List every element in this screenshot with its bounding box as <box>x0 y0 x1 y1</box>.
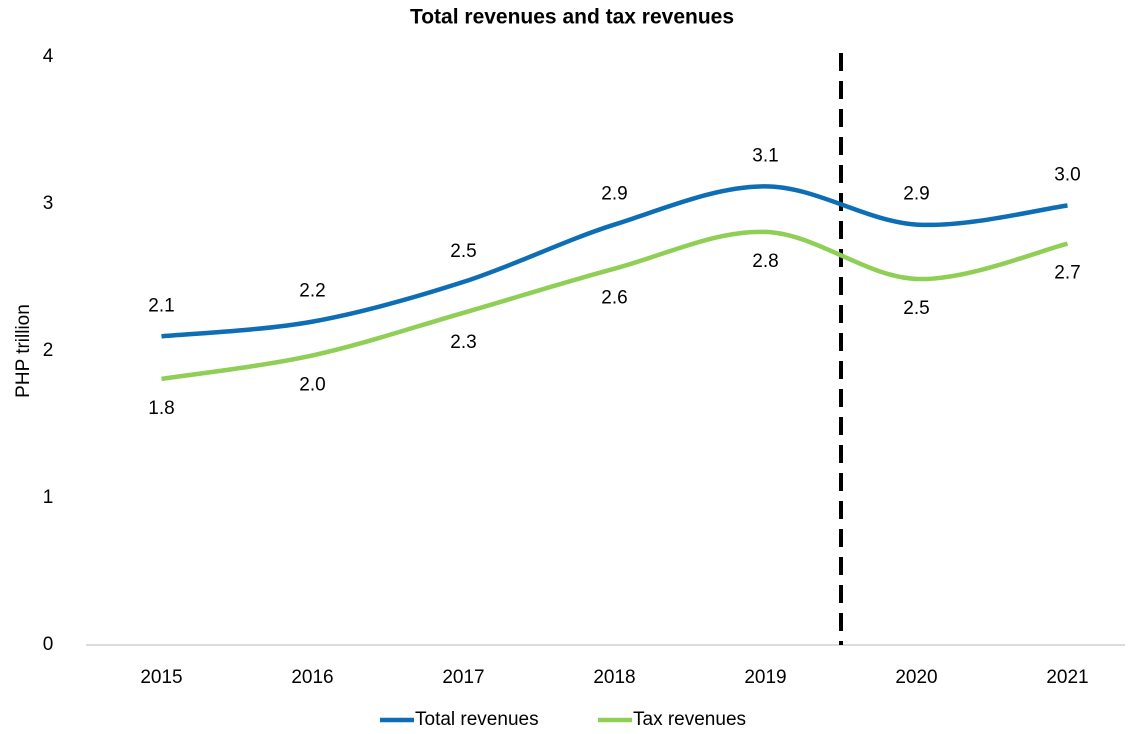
x-tick-label: 2020 <box>895 667 937 688</box>
data-label: 1.8 <box>148 398 174 419</box>
data-label: 2.1 <box>148 295 174 316</box>
data-label: 2.5 <box>903 298 929 319</box>
y-axis-label: PHP trillion <box>13 304 34 398</box>
series-line <box>161 229 1069 382</box>
legend-label: Total revenues <box>415 709 539 730</box>
legend-label: Tax revenues <box>633 709 746 730</box>
data-label: 2.5 <box>450 241 476 262</box>
y-tick-label: 2 <box>43 340 54 361</box>
data-label: 2.6 <box>601 288 627 309</box>
x-tick-label: 2015 <box>140 667 182 688</box>
data-label: 2.2 <box>299 281 325 302</box>
y-tick-label: 0 <box>43 634 54 655</box>
x-tick-label: 2021 <box>1046 667 1088 688</box>
data-label: 3.1 <box>752 145 778 166</box>
series-line <box>161 184 1068 339</box>
y-tick-label: 4 <box>43 46 54 67</box>
data-label: 2.9 <box>903 184 929 205</box>
y-tick-label: 3 <box>43 193 54 214</box>
data-label: 3.0 <box>1054 164 1080 185</box>
data-label: 2.3 <box>450 332 476 353</box>
x-tick-label: 2019 <box>744 667 786 688</box>
x-tick-label: 2017 <box>442 667 484 688</box>
chart-title: Total revenues and tax revenues <box>410 6 734 29</box>
data-label: 2.0 <box>299 374 325 395</box>
y-tick-label: 1 <box>43 487 54 508</box>
data-label: 2.9 <box>601 184 627 205</box>
data-label: 2.7 <box>1054 263 1080 284</box>
data-label: 2.8 <box>752 251 778 272</box>
x-tick-label: 2018 <box>593 667 635 688</box>
x-tick-label: 2016 <box>291 667 333 688</box>
